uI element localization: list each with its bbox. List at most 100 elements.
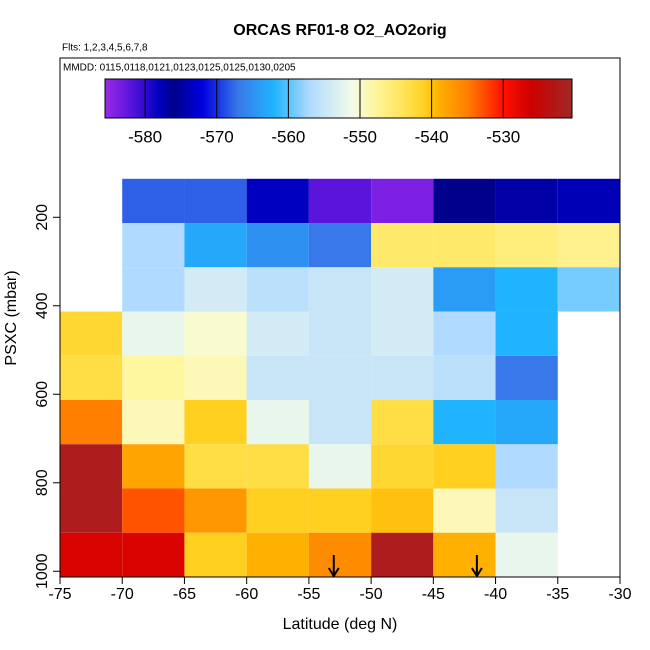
heat-cell (60, 400, 123, 445)
plot-frame (59, 57, 621, 578)
heat-cell (246, 355, 309, 401)
heat-cell (371, 532, 434, 577)
x-tick-label: -55 (297, 586, 320, 603)
heat-cell (495, 267, 558, 312)
heat-cell (308, 488, 372, 533)
heat-cell (371, 223, 434, 268)
heat-cell (122, 444, 185, 489)
heat-cell (557, 267, 620, 312)
heat-cell (122, 532, 185, 577)
x-tick-label: -45 (422, 586, 445, 603)
x-tick-label: -60 (235, 586, 258, 603)
heat-cell (122, 400, 185, 445)
x-tick-label: -65 (173, 586, 196, 603)
heat-cell (122, 267, 185, 312)
colorbar (104, 78, 573, 119)
heat-cell (557, 223, 620, 268)
heat-cell (60, 444, 123, 489)
x-tick-label: -40 (484, 586, 507, 603)
arrow (471, 555, 483, 578)
y-tick-label: 800 (34, 469, 51, 496)
heat-cell (184, 311, 247, 356)
heat-cell (246, 400, 309, 445)
heat-cell (371, 488, 434, 533)
heat-cell (308, 444, 372, 489)
heat-cell (495, 444, 558, 489)
heat-cell (433, 355, 496, 401)
colorbar-tick-label: -580 (128, 127, 162, 146)
heat-cell (246, 532, 309, 577)
heat-cell (122, 355, 185, 401)
colorbar-tick-label: -570 (200, 127, 234, 146)
heat-cell (433, 267, 496, 312)
heat-cell (495, 488, 558, 533)
heat-cell (433, 488, 496, 533)
heat-cell (433, 444, 496, 489)
heat-cell (122, 488, 185, 533)
heat-cell (371, 267, 434, 312)
heat-cell (60, 355, 123, 401)
heat-cell (308, 532, 372, 577)
colorbar-tick-label: -560 (271, 127, 305, 146)
heat-cell (371, 355, 434, 401)
heat-cell (184, 355, 247, 401)
heat-cell (246, 223, 309, 268)
y-tick-label: 200 (34, 204, 51, 231)
heat-cell (495, 532, 558, 577)
heat-cell (122, 223, 185, 268)
heat-cell (371, 311, 434, 356)
heat-cell (246, 444, 309, 489)
heat-cell (246, 311, 309, 356)
heat-cell (184, 223, 247, 268)
x-tick-label: -70 (111, 586, 134, 603)
heat-cell (433, 400, 496, 445)
heat-cell (308, 400, 372, 445)
chart-title: ORCAS RF01-8 O2_AO2orig (233, 22, 446, 39)
y-tick-label: 1000 (34, 553, 51, 589)
heat-cell (60, 311, 123, 356)
heat-cell (308, 178, 372, 224)
heat-cell (122, 311, 185, 356)
heat-cell (495, 311, 558, 356)
heat-cell (246, 267, 309, 312)
heat-cell (433, 223, 496, 268)
y-axis-label: PSXC (mbar) (3, 270, 20, 365)
heat-cell (246, 488, 309, 533)
heat-cell (308, 223, 372, 268)
heat-cell (184, 488, 247, 533)
colorbar-tick-label: -540 (415, 127, 449, 146)
heat-cell (184, 532, 247, 577)
y-tick-label: 600 (34, 381, 51, 408)
heat-cell (495, 178, 558, 224)
heat-cell (184, 178, 247, 224)
heat-cell (433, 311, 496, 356)
heat-cell (495, 355, 558, 401)
x-tick-label: -50 (360, 586, 383, 603)
x-tick-label: -75 (48, 586, 71, 603)
heat-cell (371, 444, 434, 489)
heat-cell (184, 400, 247, 445)
heat-cell (308, 267, 372, 312)
heat-cell (308, 311, 372, 356)
subtitle: Flts: 1,2,3,4,5,6,7,8 (62, 43, 148, 54)
heat-cell (246, 178, 309, 224)
x-tick-label: -30 (608, 586, 631, 603)
heat-cell (60, 488, 123, 533)
heat-cell (371, 178, 434, 224)
x-tick-label: -35 (546, 586, 569, 603)
y-tick-label: 400 (34, 292, 51, 319)
heat-cell (433, 532, 496, 577)
colorbar-tick-label: -530 (486, 127, 520, 146)
heat-cell (184, 444, 247, 489)
heat-cell (60, 532, 123, 577)
arrow-head (327, 567, 340, 578)
heat-cell (184, 267, 247, 312)
heat-cell (122, 178, 185, 224)
heat-cell (371, 400, 434, 445)
x-axis-label: Latitude (deg N) (283, 616, 398, 633)
heat-cell (495, 223, 558, 268)
arrow (327, 555, 340, 578)
colorbar-tick-label: -550 (343, 127, 377, 146)
